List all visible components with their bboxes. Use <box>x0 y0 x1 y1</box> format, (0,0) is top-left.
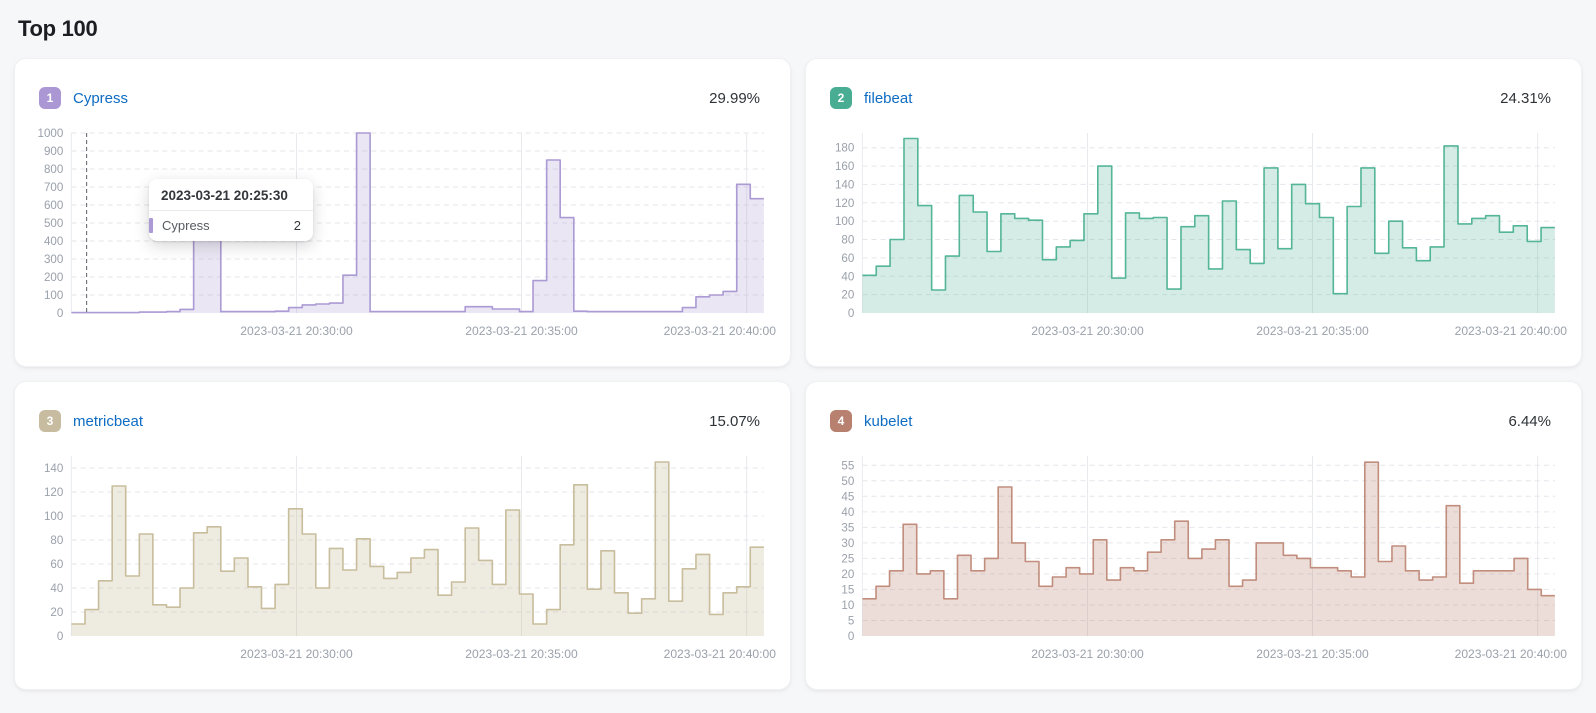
rank-badge: 4 <box>830 410 852 432</box>
series-link-cypress[interactable]: Cypress <box>73 89 129 107</box>
series-link-metricbeat[interactable]: metricbeat <box>73 412 144 430</box>
svg-text:60: 60 <box>841 253 854 265</box>
svg-text:2023-03-21 20:35:00: 2023-03-21 20:35:00 <box>465 324 578 338</box>
chart-card-filebeat: 2 filebeat 24.31% 0 20 40 60 80 100 120 140 160 1… <box>805 58 1582 367</box>
svg-text:2023-03-21 20:30:00: 2023-03-21 20:30:00 <box>240 647 353 661</box>
svg-text:40: 40 <box>50 583 63 595</box>
rank-badge: 3 <box>39 410 61 432</box>
chart-grid: 1 Cypress 29.99% 0 100 200 300 400 500 600 700 8… <box>14 58 1582 690</box>
svg-text:30: 30 <box>841 538 854 550</box>
svg-text:120: 120 <box>835 198 854 210</box>
percent-value: 24.31% <box>1500 89 1551 107</box>
svg-text:1000: 1000 <box>38 128 64 140</box>
svg-text:200: 200 <box>44 272 63 284</box>
svg-text:100: 100 <box>44 290 63 302</box>
step-area-chart: 0 20 40 60 80 100 120 140 160 180 2023-03-21 20:30… <box>835 133 1567 338</box>
percent-value: 6.44% <box>1508 412 1551 430</box>
svg-text:100: 100 <box>44 511 63 523</box>
series-link-kubelet[interactable]: kubelet <box>864 412 913 430</box>
svg-text:800: 800 <box>44 164 63 176</box>
card-header: 1 Cypress 29.99% <box>39 87 760 109</box>
chart-card-cypress: 1 Cypress 29.99% 0 100 200 300 400 500 600 700 8… <box>14 58 791 367</box>
svg-text:80: 80 <box>50 535 63 547</box>
svg-text:0: 0 <box>848 308 854 320</box>
svg-text:15: 15 <box>841 584 854 596</box>
chart-canvas-metricbeat[interactable]: 0 20 40 60 80 100 120 140 2023-03-21 20:30:00 202… <box>29 446 776 672</box>
svg-text:10: 10 <box>841 600 854 612</box>
card-header: 4 kubelet 6.44% <box>830 410 1551 432</box>
svg-text:35: 35 <box>841 522 854 534</box>
svg-text:500: 500 <box>44 218 63 230</box>
svg-text:140: 140 <box>44 463 63 475</box>
step-area-chart: 0 20 40 60 80 100 120 140 2023-03-21 20:30:00 202… <box>44 456 776 661</box>
svg-text:20: 20 <box>841 290 854 302</box>
step-area-chart: 0 100 200 300 400 500 600 700 800 900 1000 2023-03-… <box>38 128 776 338</box>
svg-text:20: 20 <box>841 569 854 581</box>
svg-text:600: 600 <box>44 200 63 212</box>
svg-text:2023-03-21 20:30:00: 2023-03-21 20:30:00 <box>1031 324 1144 338</box>
svg-text:55: 55 <box>841 460 854 472</box>
page-header: Top 100 <box>0 0 1596 58</box>
page-title: Top 100 <box>18 16 98 41</box>
rank-badge: 1 <box>39 87 61 109</box>
svg-text:2023-03-21 20:40:00: 2023-03-21 20:40:00 <box>1455 647 1567 661</box>
step-area-chart: 0 5 10 15 20 25 30 35 40 45 50 55 2023-03-21 20:30:0… <box>841 456 1567 661</box>
svg-text:40: 40 <box>841 507 854 519</box>
chart-card-kubelet: 4 kubelet 6.44% 0 5 10 15 20 25 30 35 40 45 50 55 20… <box>805 381 1582 690</box>
percent-value: 29.99% <box>709 89 760 107</box>
tooltip-row: Cypress 2 <box>149 211 313 235</box>
tooltip-series-name: Cypress <box>162 218 210 233</box>
svg-text:100: 100 <box>835 216 854 228</box>
svg-text:0: 0 <box>57 631 63 643</box>
svg-text:300: 300 <box>44 254 63 266</box>
svg-text:700: 700 <box>44 182 63 194</box>
series-link-filebeat[interactable]: filebeat <box>864 89 913 107</box>
svg-text:2023-03-21 20:35:00: 2023-03-21 20:35:00 <box>1256 324 1369 338</box>
chart-canvas-cypress[interactable]: 0 100 200 300 400 500 600 700 800 900 1000 2023-03-… <box>29 123 776 349</box>
svg-text:60: 60 <box>50 559 63 571</box>
svg-text:2023-03-21 20:40:00: 2023-03-21 20:40:00 <box>664 647 776 661</box>
svg-text:0: 0 <box>57 308 63 320</box>
svg-text:25: 25 <box>841 553 854 565</box>
chart-card-metricbeat: 3 metricbeat 15.07% 0 20 40 60 80 100 120 140 20… <box>14 381 791 690</box>
chart-canvas-kubelet[interactable]: 0 5 10 15 20 25 30 35 40 45 50 55 2023-03-21 20:30:0… <box>820 446 1567 672</box>
svg-text:20: 20 <box>50 607 63 619</box>
svg-text:80: 80 <box>841 235 854 247</box>
chart-tooltip: 2023-03-21 20:25:30 Cypress 2 <box>149 179 313 241</box>
chart-canvas-filebeat[interactable]: 0 20 40 60 80 100 120 140 160 180 2023-03-21 20:30… <box>820 123 1567 349</box>
svg-text:180: 180 <box>835 143 854 155</box>
percent-value: 15.07% <box>709 412 760 430</box>
svg-text:0: 0 <box>848 631 854 643</box>
svg-text:900: 900 <box>44 146 63 158</box>
svg-text:5: 5 <box>848 616 854 628</box>
card-header: 3 metricbeat 15.07% <box>39 410 760 432</box>
svg-text:2023-03-21 20:40:00: 2023-03-21 20:40:00 <box>664 324 776 338</box>
svg-text:120: 120 <box>44 487 63 499</box>
svg-text:140: 140 <box>835 179 854 191</box>
svg-text:2023-03-21 20:35:00: 2023-03-21 20:35:00 <box>1256 647 1369 661</box>
svg-text:2023-03-21 20:30:00: 2023-03-21 20:30:00 <box>1031 647 1144 661</box>
svg-text:45: 45 <box>841 491 854 503</box>
svg-text:2023-03-21 20:40:00: 2023-03-21 20:40:00 <box>1455 324 1567 338</box>
rank-badge: 2 <box>830 87 852 109</box>
svg-text:2023-03-21 20:30:00: 2023-03-21 20:30:00 <box>240 324 353 338</box>
svg-text:40: 40 <box>841 271 854 283</box>
tooltip-series-marker <box>149 218 153 233</box>
svg-text:2023-03-21 20:35:00: 2023-03-21 20:35:00 <box>465 647 578 661</box>
svg-text:160: 160 <box>835 161 854 173</box>
tooltip-timestamp: 2023-03-21 20:25:30 <box>149 185 313 211</box>
tooltip-series-value: 2 <box>293 218 301 233</box>
card-header: 2 filebeat 24.31% <box>830 87 1551 109</box>
svg-text:50: 50 <box>841 476 854 488</box>
svg-text:400: 400 <box>44 236 63 248</box>
